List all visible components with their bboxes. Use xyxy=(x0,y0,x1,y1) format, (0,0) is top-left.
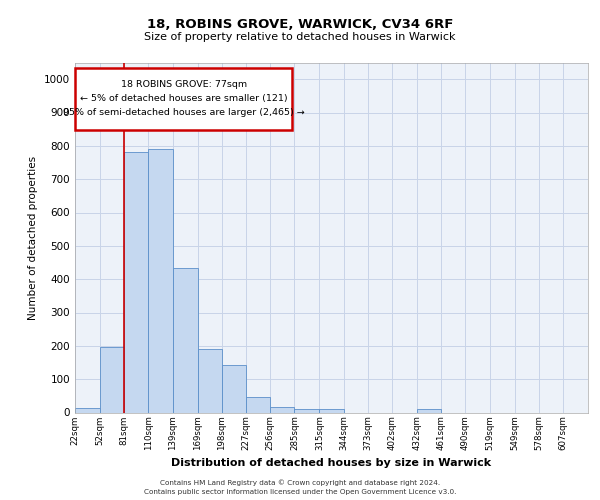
Bar xyxy=(75,408,100,412)
Bar xyxy=(222,365,246,412)
Bar xyxy=(295,409,319,412)
Bar xyxy=(124,152,148,412)
Text: Size of property relative to detached houses in Warwick: Size of property relative to detached ho… xyxy=(144,32,456,42)
Bar xyxy=(246,396,270,412)
Bar xyxy=(417,409,441,412)
Bar xyxy=(75,68,292,130)
Bar xyxy=(173,268,197,412)
Bar xyxy=(270,406,295,412)
X-axis label: Distribution of detached houses by size in Warwick: Distribution of detached houses by size … xyxy=(172,458,491,468)
Text: Contains HM Land Registry data © Crown copyright and database right 2024.
Contai: Contains HM Land Registry data © Crown c… xyxy=(144,480,456,495)
Text: 18 ROBINS GROVE: 77sqm
← 5% of detached houses are smaller (121)
95% of semi-det: 18 ROBINS GROVE: 77sqm ← 5% of detached … xyxy=(62,80,304,117)
Y-axis label: Number of detached properties: Number of detached properties xyxy=(28,156,38,320)
Bar xyxy=(197,348,222,412)
Bar xyxy=(148,149,173,412)
Bar xyxy=(100,347,124,412)
Text: 18, ROBINS GROVE, WARWICK, CV34 6RF: 18, ROBINS GROVE, WARWICK, CV34 6RF xyxy=(147,18,453,30)
Bar xyxy=(319,409,344,412)
